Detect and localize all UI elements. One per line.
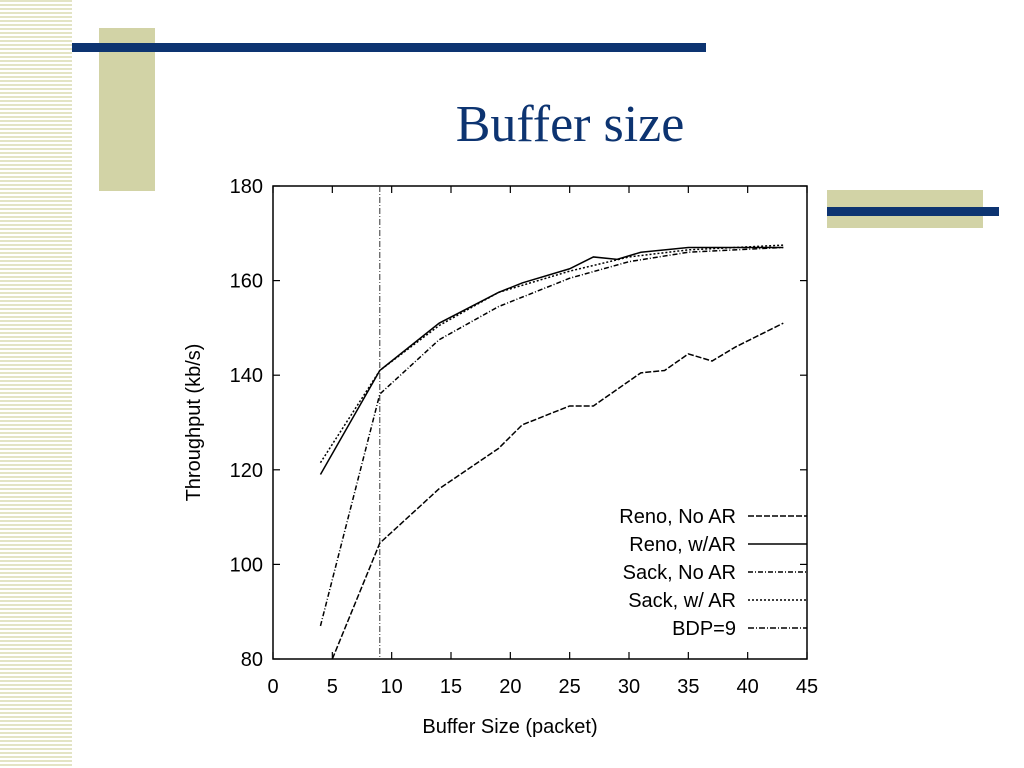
legend-label: Reno, No AR — [619, 506, 736, 528]
y-tick-label: 120 — [230, 460, 263, 482]
legend-label: Sack, No AR — [623, 562, 736, 584]
x-axis-label: Buffer Size (packet) — [422, 716, 597, 738]
y-tick-label: 80 — [241, 649, 263, 671]
x-tick-label: 30 — [618, 676, 640, 698]
title-rule-decoration — [72, 43, 706, 52]
x-tick-label: 5 — [327, 676, 338, 698]
series-line-4 — [319, 244, 784, 464]
plot-frame — [272, 185, 808, 660]
olive-block-decoration — [99, 28, 155, 191]
right-rule-decoration — [827, 207, 999, 216]
y-tick-label: 180 — [230, 176, 263, 198]
series-line-2 — [319, 246, 784, 475]
x-tick-label: 20 — [499, 676, 521, 698]
x-tick-label: 40 — [737, 676, 759, 698]
x-tick-label: 35 — [677, 676, 699, 698]
throughput-chart: 0 5 10 15 20 25 30 35 40 45 80 100 120 140 160 180 Buffe… — [183, 176, 818, 738]
series-line-3 — [319, 246, 784, 627]
y-tick-label: 100 — [230, 554, 263, 576]
x-tick-label: 0 — [267, 676, 278, 698]
y-tick-label: 160 — [230, 271, 263, 293]
legend-label: BDP=9 — [672, 618, 736, 640]
x-tick-label: 10 — [381, 676, 403, 698]
x-tick-label: 25 — [559, 676, 581, 698]
y-tick-label: 140 — [230, 365, 263, 387]
legend-label: Reno, w/AR — [629, 534, 736, 556]
striped-sidebar-decoration — [0, 0, 72, 768]
series-line-1 — [331, 322, 784, 660]
slide-title: Buffer size — [455, 96, 685, 153]
x-tick-label: 15 — [440, 676, 462, 698]
y-axis-label: Throughput (kb/s) — [183, 344, 205, 502]
x-tick-label: 45 — [796, 676, 818, 698]
legend-label: Sack, w/ AR — [628, 590, 736, 612]
